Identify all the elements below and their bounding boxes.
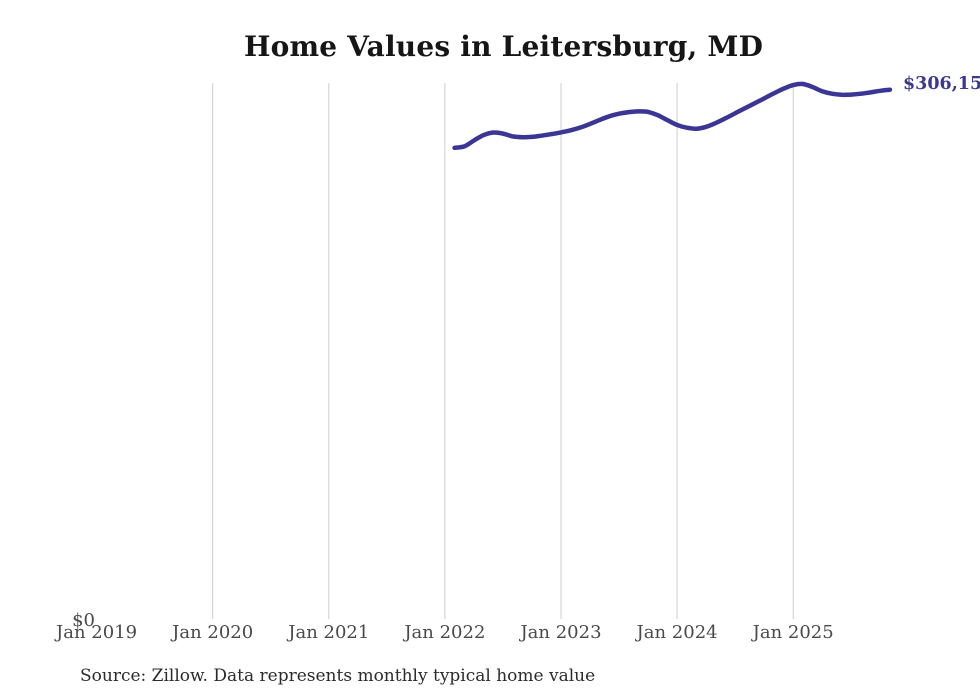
x-tick-label: Jan 2021: [288, 622, 370, 643]
home-value-series-line: [452, 81, 893, 151]
x-tick-label: Jan 2025: [752, 622, 834, 643]
chart-title: Home Values in Leitersburg, MD: [243, 30, 764, 63]
y-axis-zero-label: $0: [72, 610, 95, 631]
x-tick-label: Jan 2023: [520, 622, 602, 643]
source-note: Source: Zillow. Data represents monthly …: [80, 666, 596, 686]
x-tick-label: Jan 2024: [636, 622, 718, 643]
x-tick-label: Jan 2019: [56, 622, 138, 643]
x-tick-label: Jan 2020: [172, 622, 254, 643]
x-tick-label: Jan 2022: [404, 622, 486, 643]
latest-value-label: $306,158: [903, 74, 980, 94]
